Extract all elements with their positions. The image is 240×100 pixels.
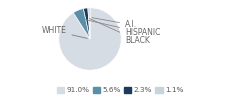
Legend: 91.0%, 5.6%, 2.3%, 1.1%: 91.0%, 5.6%, 2.3%, 1.1% [54, 84, 186, 96]
Wedge shape [59, 8, 121, 70]
Text: HISPANIC: HISPANIC [84, 19, 160, 37]
Text: WHITE: WHITE [42, 26, 87, 38]
Wedge shape [83, 8, 90, 39]
Wedge shape [73, 8, 90, 39]
Text: BLACK: BLACK [90, 18, 150, 45]
Text: A.I.: A.I. [92, 18, 137, 29]
Wedge shape [88, 8, 90, 39]
